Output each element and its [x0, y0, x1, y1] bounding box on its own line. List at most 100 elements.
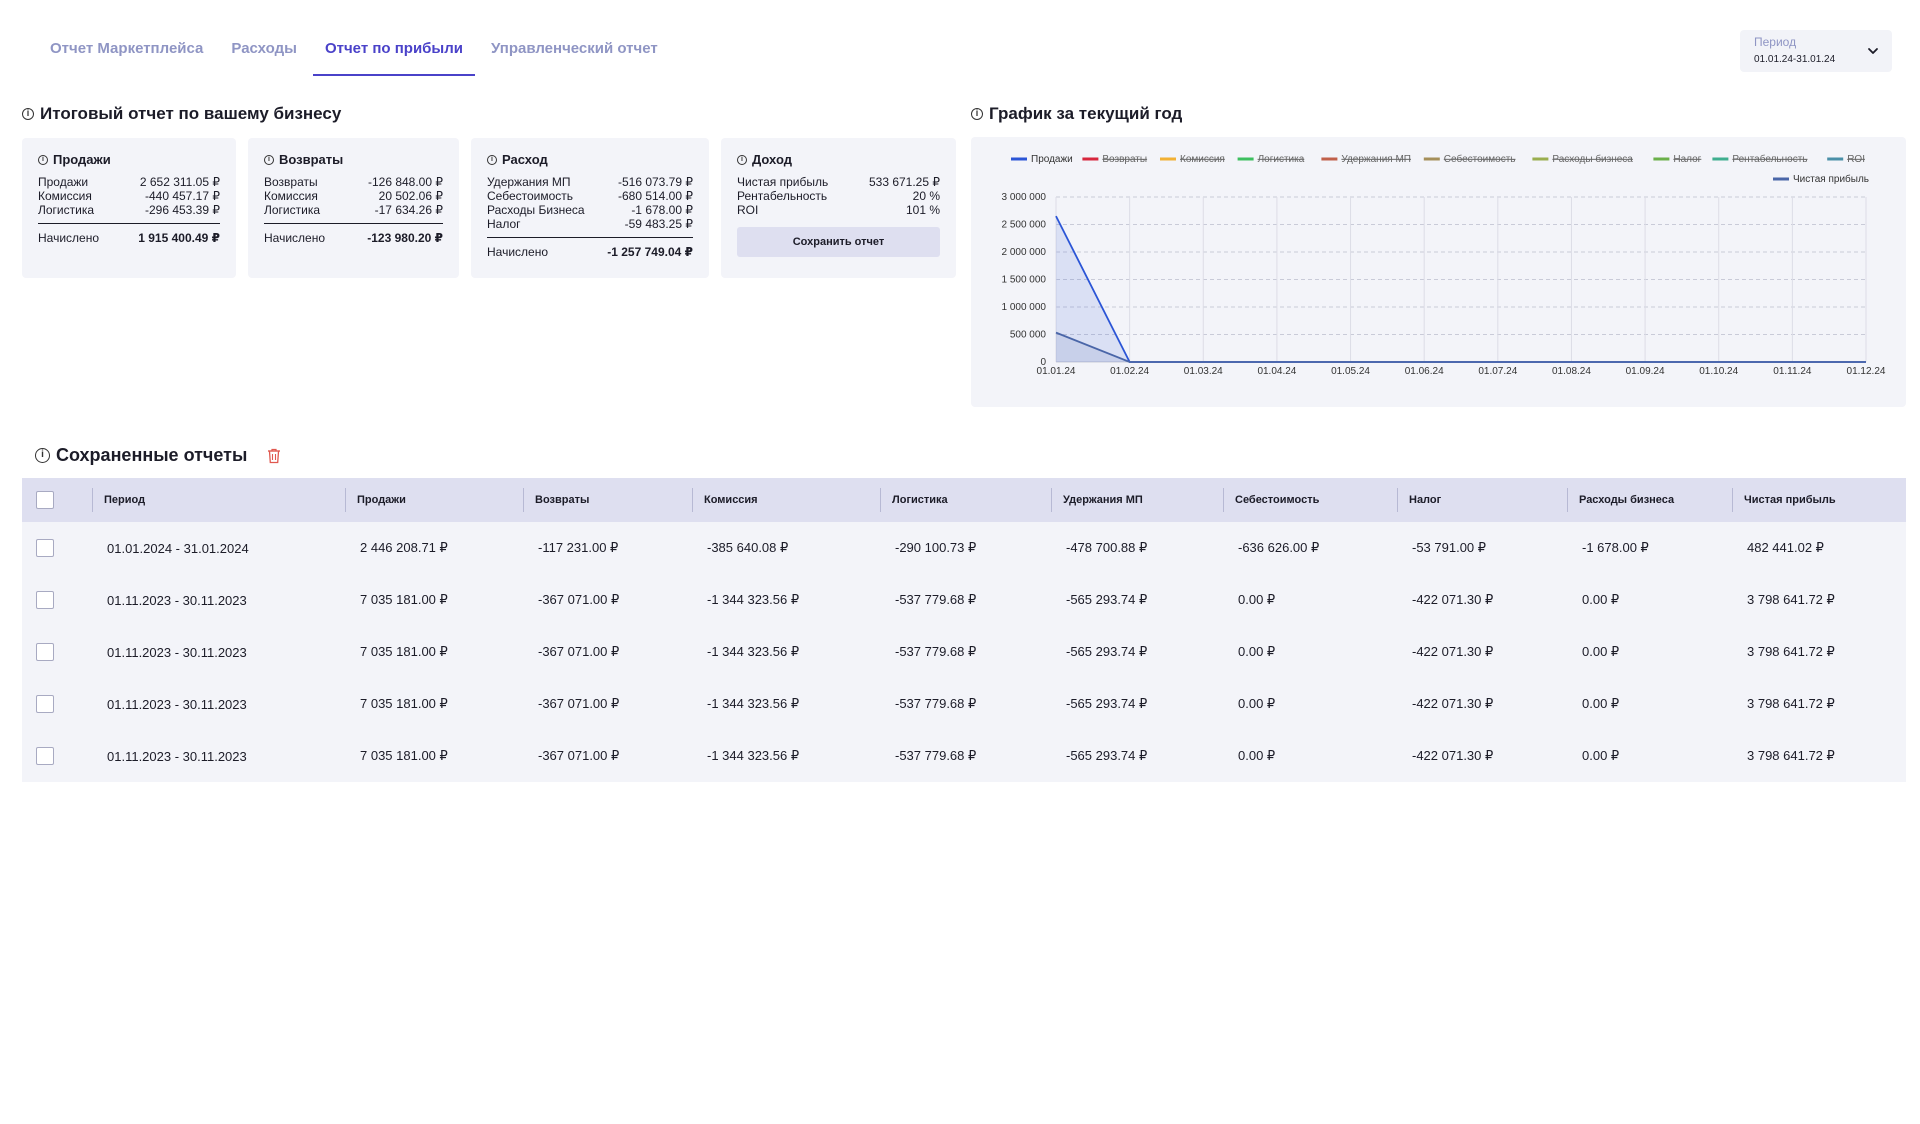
- yearly-chart: 0 500 000 1 000 000 1 500 000 2 000 000 2 500…: [971, 137, 1906, 407]
- row-checkbox[interactable]: [36, 643, 54, 661]
- header-checkbox-cell: [22, 478, 92, 522]
- column-header-sales[interactable]: Продажи: [345, 478, 523, 522]
- legend-item[interactable]: Рентабельность: [1732, 153, 1807, 165]
- row-value: -516 073.79 ₽: [617, 175, 693, 189]
- cell-returns: -367 071.00 ₽: [538, 644, 620, 659]
- info-icon[interactable]: i: [487, 154, 497, 165]
- column-header-net-profit[interactable]: Чистая прибыль: [1732, 478, 1906, 522]
- cell-tax: -53 791.00 ₽: [1412, 540, 1487, 555]
- info-icon[interactable]: i: [971, 108, 983, 120]
- table-row[interactable]: 01.11.2023 - 30.11.2023 7 035 181.00 ₽ -36…: [22, 678, 1906, 730]
- legend-item[interactable]: Продажи: [1031, 154, 1073, 165]
- legend-item[interactable]: Чистая прибыль: [1793, 173, 1869, 185]
- tab-marketplace-report[interactable]: Отчет Маркетплейса: [50, 40, 204, 57]
- saved-title: Сохраненные отчеты: [56, 445, 248, 465]
- tab-management-report[interactable]: Управленческий отчет: [491, 40, 658, 57]
- column-header-tax[interactable]: Налог: [1397, 478, 1567, 522]
- cell-cost: 0.00 ₽: [1238, 696, 1276, 711]
- saved-reports-table: Период Продажи Возвраты Комиссия Логистика Уд…: [22, 478, 1906, 782]
- row-checkbox[interactable]: [36, 747, 54, 765]
- period-value: 01.01.24-31.01.24: [1754, 54, 1836, 65]
- legend-item[interactable]: Удержания МП: [1341, 154, 1411, 165]
- row-label: Возвраты: [264, 175, 318, 189]
- summary-title: Итоговый отчет по вашему бизнесу: [40, 104, 342, 123]
- row-value: -59 483.25 ₽: [624, 217, 693, 231]
- column-header-period[interactable]: Период: [92, 478, 345, 522]
- summary-total: Начислено -1 257 749.04 ₽: [487, 245, 693, 259]
- trash-icon[interactable]: [267, 448, 281, 464]
- x-tick-label: 01.01.24: [1037, 366, 1076, 377]
- cell-commission: -1 344 323.56 ₽: [707, 592, 800, 607]
- column-header-business-expenses[interactable]: Расходы бизнеса: [1567, 478, 1732, 522]
- table-row[interactable]: 01.11.2023 - 30.11.2023 7 035 181.00 ₽ -36…: [22, 626, 1906, 678]
- cell-business-expenses: 0.00 ₽: [1582, 644, 1620, 659]
- info-icon[interactable]: i: [38, 154, 48, 165]
- cell-cost: 0.00 ₽: [1238, 644, 1276, 659]
- summary-row: Расходы Бизнеса -1 678.00 ₽: [487, 203, 693, 217]
- total-label: Начислено: [38, 231, 100, 245]
- column-header-commission[interactable]: Комиссия: [692, 478, 880, 522]
- info-icon[interactable]: i: [264, 154, 274, 165]
- cell-sales: 7 035 181.00 ₽: [360, 644, 448, 659]
- y-tick-label: 0: [1040, 357, 1046, 368]
- x-tick-label: 01.10.24: [1699, 366, 1738, 377]
- cell-commission: -1 344 323.56 ₽: [707, 644, 800, 659]
- cell-returns: -367 071.00 ₽: [538, 696, 620, 711]
- legend-item[interactable]: Логистика: [1258, 154, 1305, 165]
- cell-sales: 7 035 181.00 ₽: [360, 748, 448, 763]
- divider: [487, 237, 693, 238]
- tab-profit-report[interactable]: Отчет по прибыли: [312, 28, 476, 76]
- cell-period: 01.11.2023 - 30.11.2023: [107, 592, 247, 608]
- row-checkbox[interactable]: [36, 591, 54, 609]
- info-icon[interactable]: i: [737, 154, 747, 165]
- row-label: Логистика: [38, 203, 95, 217]
- legend-item[interactable]: ROI: [1847, 154, 1865, 165]
- select-all-checkbox[interactable]: [36, 491, 54, 509]
- sales-card: i Продажи Продажи 2 652 311.05 ₽ Комиссия…: [22, 138, 236, 278]
- summary-row: Логистика -17 634.26 ₽: [264, 203, 443, 217]
- period-select[interactable]: Период 01.01.24-31.01.24: [1740, 30, 1892, 72]
- row-value: 533 671.25 ₽: [868, 175, 940, 189]
- cell-tax: -422 071.30 ₽: [1412, 696, 1494, 711]
- table-row[interactable]: 01.11.2023 - 30.11.2023 7 035 181.00 ₽ -36…: [22, 730, 1906, 782]
- summary-total: Начислено 1 915 400.49 ₽: [38, 231, 220, 245]
- cell-cost: -636 626.00 ₽: [1238, 540, 1320, 555]
- x-tick-label: 01.08.24: [1552, 366, 1591, 377]
- legend-item[interactable]: Возвраты: [1102, 154, 1147, 165]
- returns-card: i Возвраты Возвраты -126 848.00 ₽ Комисси…: [248, 138, 459, 278]
- cell-returns: -367 071.00 ₽: [538, 592, 620, 607]
- y-tick-label: 1 500 000: [1002, 275, 1047, 286]
- column-header-mp-deductions[interactable]: Удержания МП: [1051, 478, 1223, 522]
- row-checkbox[interactable]: [36, 539, 54, 557]
- column-header-cost[interactable]: Себестоимость: [1223, 478, 1397, 522]
- cell-cost: 0.00 ₽: [1238, 592, 1276, 607]
- row-label: Комиссия: [38, 189, 92, 203]
- summary-title-wrap: i Итоговый отчет по вашему бизнесу: [22, 104, 341, 124]
- returns-card-title: Возвраты: [279, 152, 344, 167]
- column-header-logistics[interactable]: Логистика: [880, 478, 1051, 522]
- cell-logistics: -537 779.68 ₽: [895, 748, 977, 763]
- legend-item[interactable]: Расходы бизнеса: [1552, 153, 1633, 165]
- cell-mp-deductions: -565 293.74 ₽: [1066, 748, 1148, 763]
- table-row[interactable]: 01.01.2024 - 31.01.2024 2 446 208.71 ₽ -11…: [22, 522, 1906, 574]
- legend-item[interactable]: Комиссия: [1180, 154, 1225, 165]
- cell-mp-deductions: -478 700.88 ₽: [1066, 540, 1148, 555]
- save-report-button[interactable]: Сохранить отчет: [737, 227, 940, 257]
- column-header-returns[interactable]: Возвраты: [523, 478, 692, 522]
- table-row[interactable]: 01.11.2023 - 30.11.2023 7 035 181.00 ₽ -36…: [22, 574, 1906, 626]
- x-tick-label: 01.02.24: [1110, 366, 1149, 377]
- cell-tax: -422 071.30 ₽: [1412, 748, 1494, 763]
- info-icon[interactable]: i: [35, 448, 50, 463]
- info-icon[interactable]: i: [22, 108, 34, 120]
- legend-item[interactable]: Себестоимость: [1444, 153, 1516, 165]
- chevron-down-icon: [1868, 48, 1878, 54]
- cell-business-expenses: 0.00 ₽: [1582, 592, 1620, 607]
- row-label: Чистая прибыль: [737, 175, 829, 189]
- cell-logistics: -290 100.73 ₽: [895, 540, 977, 555]
- cell-period: 01.11.2023 - 30.11.2023: [107, 696, 247, 712]
- sales-card-title: Продажи: [53, 152, 111, 167]
- legend-item[interactable]: Налог: [1673, 154, 1701, 165]
- x-tick-label: 01.11.24: [1773, 366, 1812, 377]
- row-checkbox[interactable]: [36, 695, 54, 713]
- tab-expenses[interactable]: Расходы: [231, 40, 297, 57]
